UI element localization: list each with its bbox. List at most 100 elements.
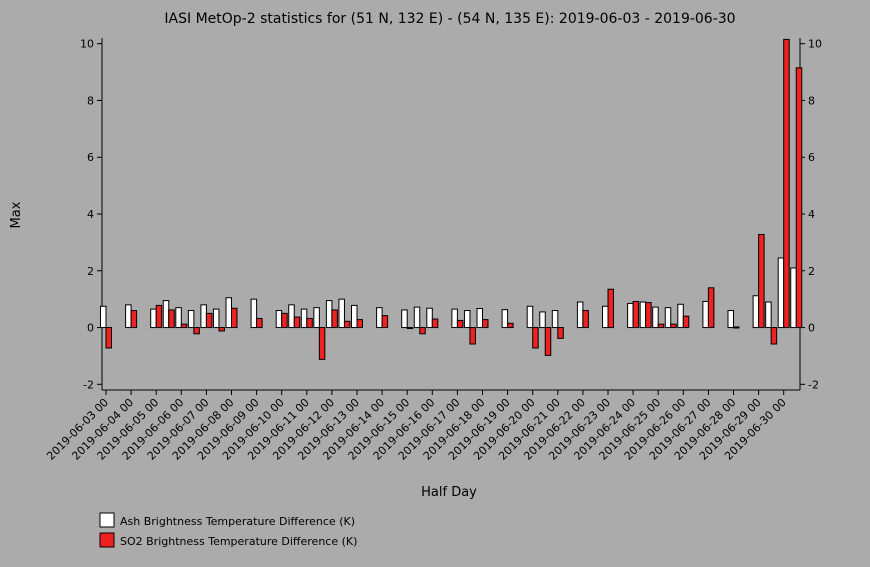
so2-bar (707, 287, 715, 329)
so2-bar (381, 315, 389, 329)
so2-bar (657, 323, 665, 329)
y-tick-label-left: -2 (83, 378, 94, 391)
so2-bar (331, 309, 338, 329)
so2-bar (456, 319, 464, 329)
so2-bar (343, 320, 351, 329)
so2-bar (532, 327, 539, 349)
ash-bar (175, 307, 182, 329)
y-tick-label-right: 6 (808, 151, 815, 164)
so2-bar (469, 327, 476, 345)
legend-label-so2: SO2 Brightness Temperature Difference (K… (120, 535, 357, 548)
so2-bar (356, 319, 363, 329)
so2-bar (293, 316, 301, 329)
so2-bar (306, 317, 313, 329)
ash-bar (187, 310, 195, 329)
ash-bar (413, 306, 421, 329)
ash-bar (664, 307, 672, 329)
so2-bar (507, 322, 514, 329)
ash-bar (652, 306, 659, 329)
y-tick-label-right: 2 (808, 265, 815, 278)
ash-bar (401, 309, 408, 329)
ash-bar (212, 308, 220, 329)
so2-bar (557, 327, 564, 339)
ash-bar (351, 304, 358, 329)
chart-title: IASI MetOp-2 statistics for (51 N, 132 E… (164, 11, 735, 27)
ash-bar (539, 311, 546, 329)
so2-bar (155, 304, 163, 329)
ash-bar (765, 301, 772, 329)
y-tick-label-left: 8 (87, 94, 94, 107)
ash-bar (752, 295, 760, 329)
so2-bar (770, 327, 778, 345)
y-tick-label-left: 10 (80, 38, 94, 51)
ash-bar (526, 305, 534, 329)
ash-bar (300, 308, 308, 329)
ash-bar (250, 298, 258, 329)
ash-bar (125, 304, 132, 329)
ash-bar (313, 307, 320, 329)
so2-bar (231, 307, 238, 329)
y-axis-label: Max (9, 201, 24, 228)
ash-bar (501, 309, 509, 329)
so2-bar (180, 323, 188, 329)
ash-bar (777, 257, 785, 329)
legend-label-ash: Ash Brightness Temperature Difference (K… (120, 515, 355, 528)
so2-bar (406, 327, 414, 330)
y-tick-label-left: 6 (87, 151, 94, 164)
ash-bar (727, 310, 734, 329)
so2-bar (318, 327, 326, 360)
so2-bar (281, 312, 288, 329)
ash-bar (338, 298, 345, 329)
y-tick-label-right: 8 (808, 94, 815, 107)
so2-bar (193, 327, 200, 335)
x-axis-label: Half Day (421, 485, 477, 500)
so2-bar (682, 315, 690, 329)
ash-bar (162, 300, 170, 329)
ash-bar (451, 308, 458, 329)
ash-bar (602, 305, 609, 329)
ash-bar (476, 308, 483, 329)
so2-bar (218, 327, 225, 332)
ash-bar (463, 310, 471, 329)
so2-bar (544, 327, 552, 356)
ash-bar (225, 297, 232, 329)
so2-bar (582, 310, 589, 329)
y-tick-label-right: 10 (808, 38, 822, 51)
so2-bar (105, 327, 112, 349)
y-tick-label-right: 0 (808, 322, 815, 335)
y-tick-label-right: -2 (808, 378, 819, 391)
ash-bar (100, 305, 107, 329)
ash-bar (576, 301, 584, 329)
ash-bar (275, 310, 283, 329)
ash-bar (150, 308, 157, 329)
legend-swatch-ash (99, 512, 115, 528)
so2-bar (168, 309, 175, 329)
y-tick-label-left: 0 (87, 322, 94, 335)
so2-bar (758, 233, 765, 329)
so2-bar (205, 312, 213, 329)
legend: Ash Brightness Temperature Difference (K… (99, 512, 357, 548)
ash-bar (677, 303, 684, 329)
ash-bar (702, 300, 709, 329)
ash-bar (200, 304, 207, 329)
ash-bar (376, 307, 383, 329)
so2-bar (419, 327, 426, 335)
so2-bar (256, 317, 263, 329)
ash-bar (627, 302, 634, 329)
ash-bar (325, 300, 333, 329)
so2-bar (482, 319, 489, 329)
ash-bar (639, 301, 647, 329)
ash-bar (426, 307, 433, 329)
so2-bar (783, 38, 790, 329)
so2-bar (607, 288, 614, 329)
ash-bar (790, 267, 797, 329)
so2-bar (670, 323, 677, 329)
y-tick-label-left: 4 (87, 208, 94, 221)
so2-bar (645, 302, 652, 329)
legend-swatch-so2 (99, 532, 115, 548)
y-tick-label-left: 2 (87, 265, 94, 278)
ash-bar (551, 310, 559, 329)
